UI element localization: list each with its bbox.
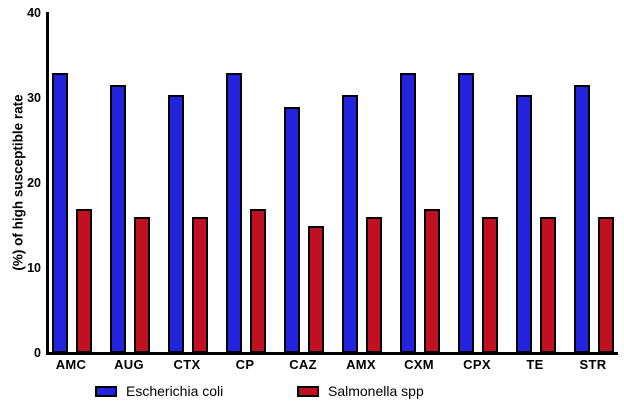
y-tick-label: 30	[27, 91, 41, 105]
bar-escherichia-coli-te	[516, 95, 532, 353]
legend-swatch-salmonella-spp	[297, 385, 319, 397]
bar-salmonella-spp-caz	[308, 225, 324, 353]
bar-escherichia-coli-cxm	[400, 72, 416, 353]
x-category-label-caz: CAZ	[289, 357, 317, 372]
bar-salmonella-spp-cp	[250, 208, 266, 353]
x-category-label-str: STR	[579, 357, 607, 372]
bar-salmonella-spp-cxm	[424, 208, 440, 353]
y-tick-label: 10	[27, 261, 41, 275]
legend-label-salmonella-spp: Salmonella spp	[328, 383, 424, 399]
bar-escherichia-coli-str	[574, 85, 590, 353]
bar-salmonella-spp-te	[540, 217, 556, 353]
legend-label-escherichia-coli: Escherichia coli	[126, 383, 224, 399]
bar-escherichia-coli-amc	[52, 72, 68, 353]
x-category-label-cpx: CPX	[463, 357, 491, 372]
y-tick-label: 20	[27, 176, 41, 190]
x-category-label-cp: CP	[235, 357, 255, 372]
x-category-label-ctx: CTX	[173, 357, 201, 372]
x-category-label-amc: AMC	[55, 357, 87, 372]
x-category-label-cxm: CXM	[404, 357, 434, 372]
x-category-label-te: TE	[526, 357, 544, 372]
bar-salmonella-spp-str	[598, 217, 614, 353]
bar-escherichia-coli-caz	[284, 106, 300, 353]
y-axis-line	[46, 12, 49, 355]
y-tick-label: 0	[34, 346, 41, 360]
bar-escherichia-coli-cpx	[458, 72, 474, 353]
bar-salmonella-spp-amc	[76, 208, 92, 353]
legend-item-salmonella-spp: Salmonella spp	[297, 383, 424, 399]
bar-salmonella-spp-amx	[366, 217, 382, 353]
bar-escherichia-coli-amx	[342, 95, 358, 353]
bar-salmonella-spp-cpx	[482, 217, 498, 353]
bar-salmonella-spp-ctx	[192, 217, 208, 353]
x-category-label-amx: AMX	[346, 357, 376, 372]
legend-item-escherichia-coli: Escherichia coli	[95, 383, 223, 399]
legend-swatch-escherichia-coli	[95, 385, 117, 397]
bar-escherichia-coli-aug	[110, 85, 126, 353]
bar-escherichia-coli-ctx	[168, 95, 184, 353]
bar-salmonella-spp-aug	[134, 217, 150, 353]
x-axis-line	[46, 352, 618, 355]
x-category-label-aug: AUG	[114, 357, 144, 372]
y-tick-label: 40	[27, 6, 41, 20]
bar-escherichia-coli-cp	[226, 72, 242, 353]
